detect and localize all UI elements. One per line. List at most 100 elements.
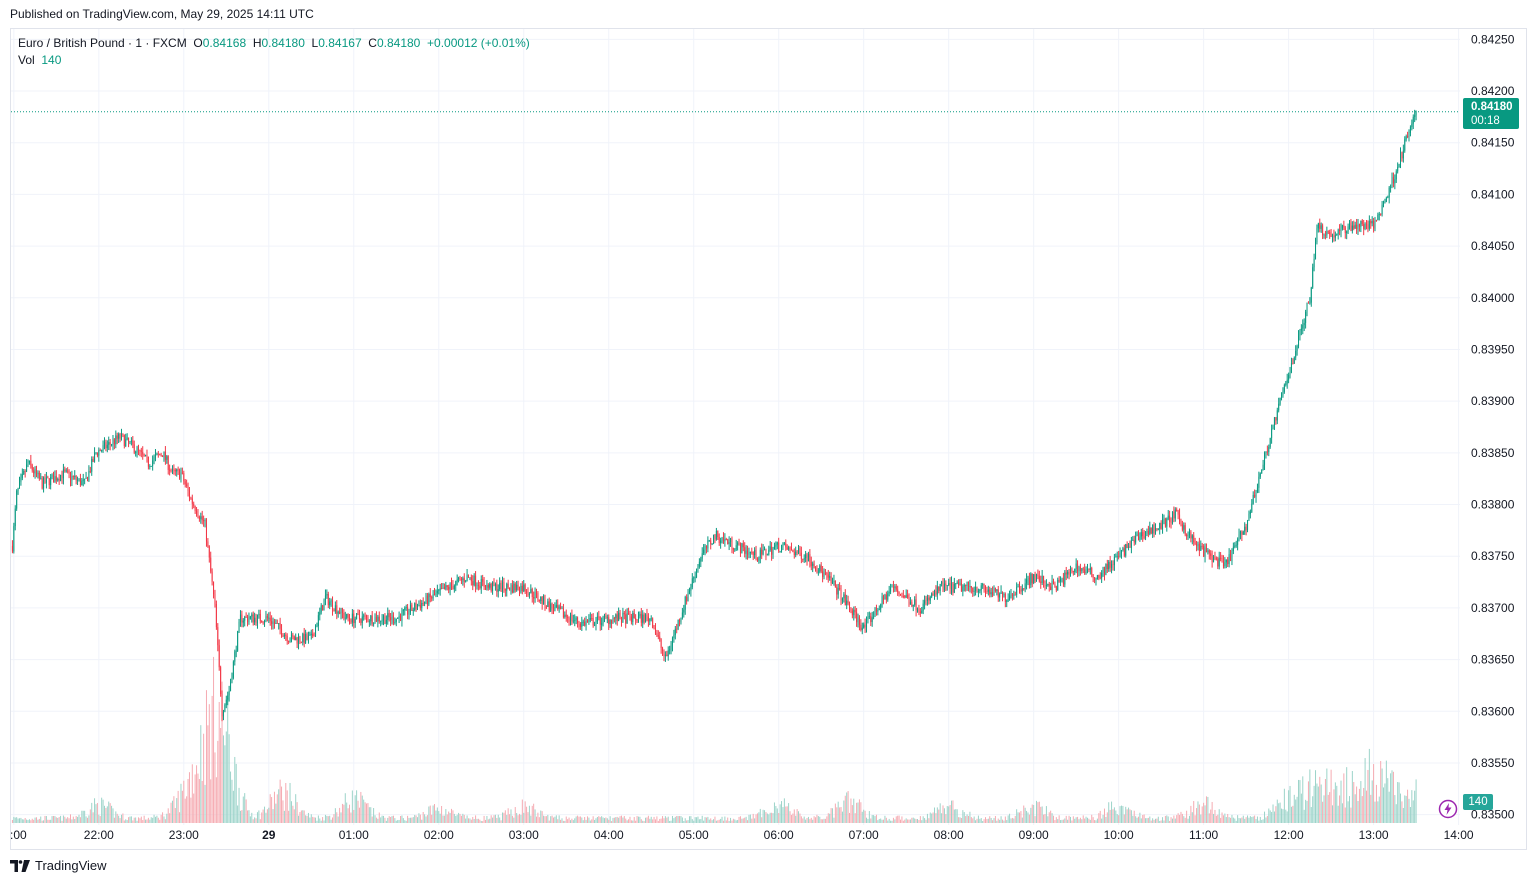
candle-body bbox=[1265, 451, 1267, 453]
candle-body bbox=[639, 613, 641, 617]
volume-bar bbox=[249, 816, 251, 823]
candle-body bbox=[204, 519, 206, 522]
candle-body bbox=[45, 477, 47, 483]
volume-bar bbox=[673, 818, 675, 823]
volume-bar bbox=[179, 812, 181, 823]
candle-body bbox=[520, 585, 522, 593]
price-axis: 0.842500.842000.841500.841000.840500.840… bbox=[1471, 32, 1515, 821]
candle-body bbox=[789, 547, 791, 549]
volume-bar bbox=[837, 801, 839, 823]
candle-body bbox=[752, 552, 754, 556]
candle-body bbox=[476, 585, 478, 587]
candle-body bbox=[439, 588, 441, 591]
volume-bar bbox=[1164, 815, 1166, 823]
volume-bar bbox=[969, 811, 971, 823]
volume-bar bbox=[264, 806, 266, 823]
volume-bar bbox=[222, 735, 224, 823]
candle-body bbox=[242, 620, 244, 623]
candle-body bbox=[112, 439, 114, 445]
volume-bar bbox=[572, 820, 574, 823]
legend-vol-label[interactable]: Vol bbox=[18, 53, 35, 67]
candle-body bbox=[1375, 219, 1377, 221]
volume-bar bbox=[671, 815, 673, 823]
volume-bar bbox=[1247, 815, 1249, 823]
volume-bar bbox=[190, 797, 192, 823]
volume-bar bbox=[191, 764, 193, 823]
volume-bar bbox=[1394, 795, 1396, 823]
volume-bar bbox=[1130, 810, 1132, 823]
volume-bar bbox=[667, 816, 669, 823]
volume-bar bbox=[496, 817, 498, 823]
volume-bar bbox=[926, 813, 928, 823]
volume-bar bbox=[616, 816, 618, 823]
volume-bar bbox=[805, 819, 807, 823]
candle-body bbox=[779, 550, 781, 552]
candle-body bbox=[51, 474, 53, 478]
candle-body bbox=[690, 587, 692, 591]
volume-bar bbox=[346, 802, 348, 823]
candle-body bbox=[1238, 534, 1240, 540]
candle-body bbox=[363, 615, 365, 617]
candle-body bbox=[245, 616, 247, 618]
candle-body bbox=[1302, 325, 1304, 329]
volume-bar bbox=[990, 817, 992, 823]
grid bbox=[11, 29, 1460, 825]
candle-body bbox=[279, 623, 281, 629]
candle-body bbox=[1230, 554, 1232, 561]
volume-bar bbox=[16, 817, 18, 823]
candle-body bbox=[744, 547, 746, 554]
volume-bar bbox=[527, 812, 529, 823]
volume-bar bbox=[61, 820, 63, 823]
volume-bar bbox=[455, 815, 457, 823]
candle-body bbox=[652, 618, 654, 628]
candle-body bbox=[1045, 585, 1047, 587]
candle-body bbox=[426, 595, 428, 605]
candle-body bbox=[815, 568, 817, 570]
candle-body bbox=[353, 613, 355, 624]
candle-body bbox=[969, 585, 971, 587]
volume-bar bbox=[315, 817, 317, 823]
volume-bar bbox=[514, 807, 516, 823]
volume-bar bbox=[489, 818, 491, 823]
footer-brand[interactable]: TradingView bbox=[10, 858, 107, 873]
candle-body bbox=[615, 614, 617, 619]
lightning-icon[interactable] bbox=[1438, 799, 1458, 819]
volume-bar bbox=[739, 816, 741, 823]
volume-bar bbox=[173, 796, 175, 823]
volume-bar bbox=[639, 816, 641, 823]
time-tick-label: 22:00 bbox=[84, 828, 114, 842]
volume-bar bbox=[1208, 813, 1210, 823]
legend-symbol[interactable]: Euro / British Pound · 1 · FXCM bbox=[18, 36, 187, 50]
candle-body bbox=[1415, 111, 1417, 116]
volume-bar bbox=[164, 819, 166, 823]
candle-body bbox=[642, 614, 644, 623]
candle-body bbox=[890, 587, 892, 592]
volume-bar bbox=[1016, 809, 1018, 823]
candle-body bbox=[721, 537, 723, 541]
candle-body bbox=[171, 469, 173, 472]
volume-bar bbox=[1272, 804, 1274, 823]
volume-bar bbox=[968, 815, 969, 823]
candle-body bbox=[565, 614, 567, 617]
candle-body bbox=[211, 571, 213, 582]
price-tick-label: 0.83900 bbox=[1471, 394, 1515, 408]
candle-body bbox=[783, 543, 785, 545]
volume-bar bbox=[778, 813, 780, 823]
volume-bar bbox=[698, 819, 700, 823]
chart-frame bbox=[10, 28, 1527, 850]
volume-bar bbox=[252, 819, 254, 823]
volume-bar bbox=[1024, 807, 1026, 823]
candle-body bbox=[1044, 582, 1046, 587]
volume-bar bbox=[891, 820, 893, 823]
candle-body bbox=[11, 545, 13, 552]
candle-body bbox=[1303, 322, 1305, 326]
volume-bar bbox=[628, 819, 630, 823]
volume-bar bbox=[367, 803, 369, 823]
volume-bar bbox=[959, 817, 961, 823]
candle-body bbox=[849, 603, 851, 609]
volume-bar bbox=[1354, 794, 1356, 823]
candle-body bbox=[533, 596, 535, 599]
volume-bar bbox=[186, 796, 188, 823]
volume-bar bbox=[1213, 813, 1215, 823]
